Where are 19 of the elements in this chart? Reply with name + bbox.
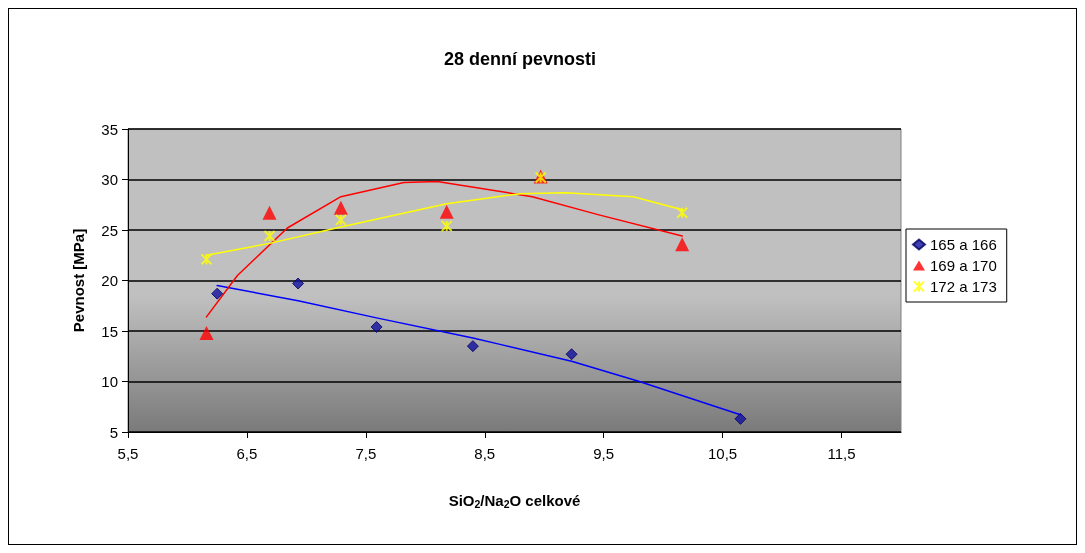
y-tick-label: 30 [101,171,118,188]
x-tick-label: 5,5 [117,445,139,462]
x-tick-label: 11,5 [827,445,856,462]
legend-label: 172 a 173 [930,278,997,295]
y-tick-label: 15 [101,322,118,340]
x-tick-label: 8,5 [474,445,496,462]
legend-label: 169 a 170 [930,257,997,274]
x-tick-label: 6,5 [236,445,258,462]
y-tick-label: 5 [109,423,118,441]
y-axis-title: Pevnost [MPa] [70,228,87,333]
x-tick-label: 9,5 [593,445,615,462]
y-tick-label: 20 [101,272,118,289]
x-tick-label: 7,5 [355,445,377,462]
x-tick-label: 10,5 [708,445,738,462]
y-tick-label: 25 [101,221,118,239]
legend-label: 165 a 166 [930,236,997,253]
y-tick-label: 10 [101,373,118,390]
y-tick-label: 35 [101,120,118,138]
chart-title: 28 denní pevnosti [443,49,597,69]
